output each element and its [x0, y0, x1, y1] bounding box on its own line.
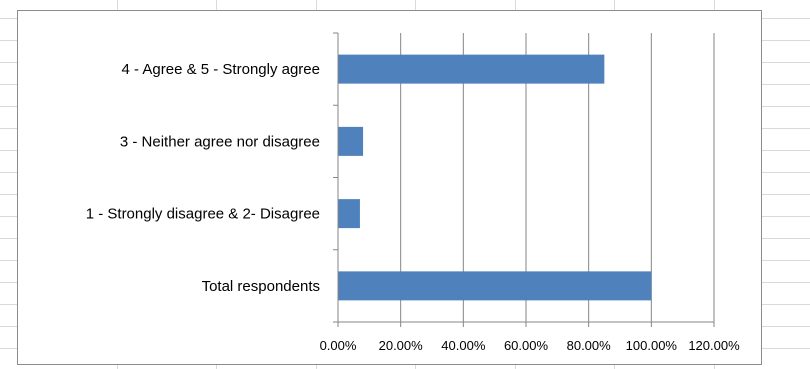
- x-tick-label: 80.00%: [567, 338, 612, 353]
- x-tick-label: 40.00%: [441, 338, 486, 353]
- bar[interactable]: [338, 54, 605, 84]
- category-label: 3 - Neither agree nor disagree: [120, 133, 320, 150]
- chart-area[interactable]: 0.00% 20.00% 40.00% 60.00% 80.00% 100.00% 120.…: [17, 10, 762, 365]
- x-tick-label: 20.00%: [379, 338, 424, 353]
- bar[interactable]: [338, 199, 360, 229]
- x-tick-label: 60.00%: [504, 338, 549, 353]
- x-tick-label: 0.00%: [320, 338, 357, 353]
- category-label: 1 - Strongly disagree & 2- Disagree: [86, 206, 320, 223]
- category-label: Total respondents: [202, 278, 320, 295]
- category-label: 4 - Agree & 5 - Strongly agree: [122, 61, 320, 78]
- bar-chart: 0.00% 20.00% 40.00% 60.00% 80.00% 100.00% 120.…: [86, 32, 740, 353]
- bar[interactable]: [338, 271, 652, 301]
- bar[interactable]: [338, 126, 364, 156]
- x-tick-label: 100.00%: [626, 338, 678, 353]
- x-tick-label: 120.00%: [688, 338, 740, 353]
